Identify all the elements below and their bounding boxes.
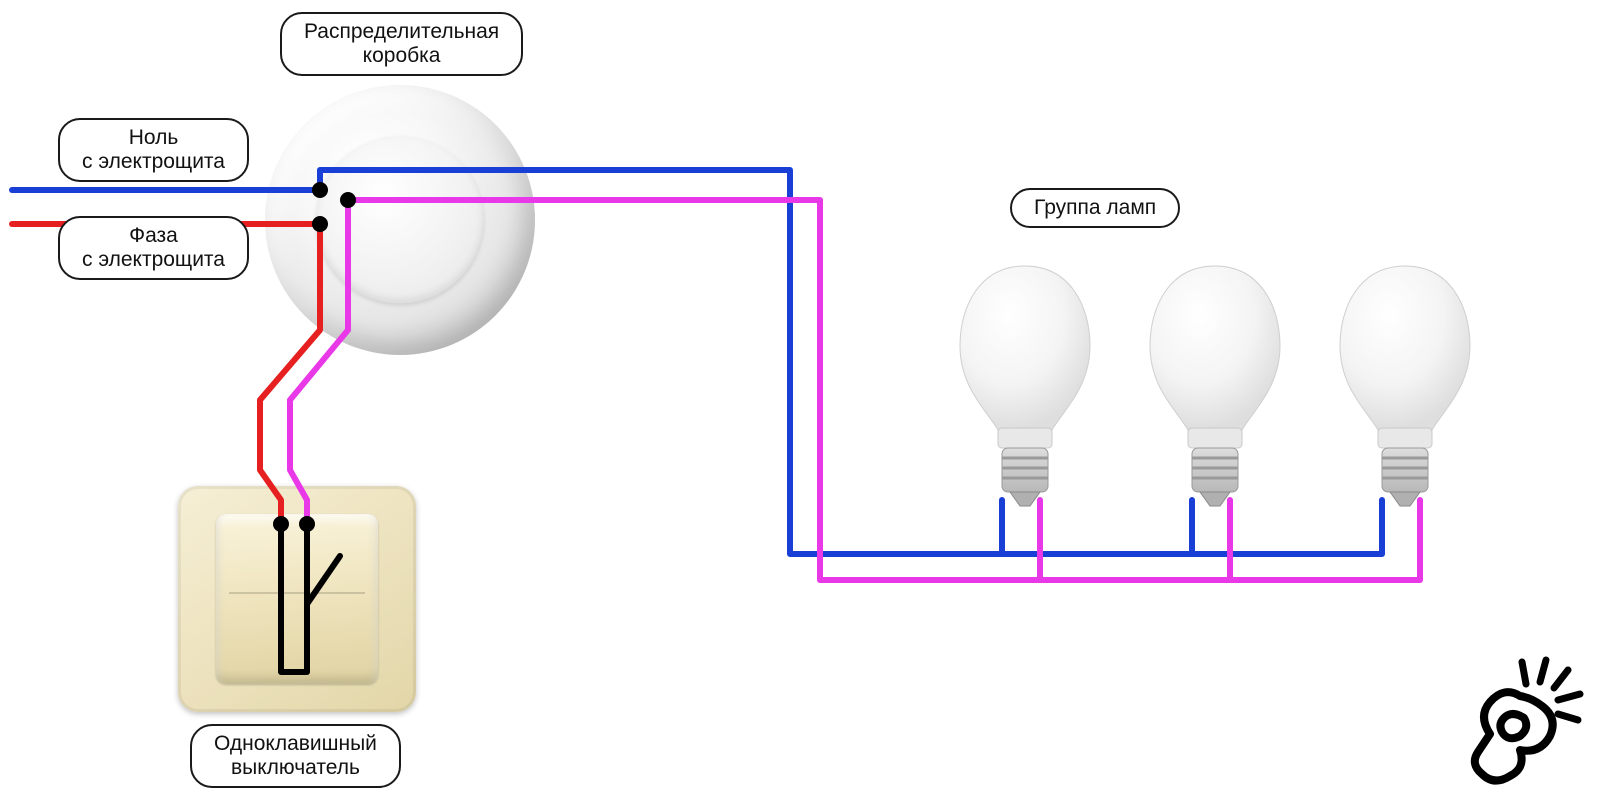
light-bulb-icon [1140,260,1290,510]
label-neutral-in: Ноль с электрощита [58,118,249,182]
wiring-diagram: Распределительная коробка Ноль с электро… [0,0,1600,800]
light-bulb-icon [1330,260,1480,510]
wall-switch-rocker [216,514,378,684]
label-junction-box: Распределительная коробка [280,12,523,76]
junction-box [265,85,535,355]
label-phase-in: Фаза с электрощита [58,216,249,280]
brand-logo-icon [1454,652,1584,792]
label-lamp-group: Группа ламп [1010,188,1180,228]
light-bulb-icon [950,260,1100,510]
wall-switch-plate [178,486,416,712]
label-switch: Одноклавишный выключатель [190,724,401,788]
